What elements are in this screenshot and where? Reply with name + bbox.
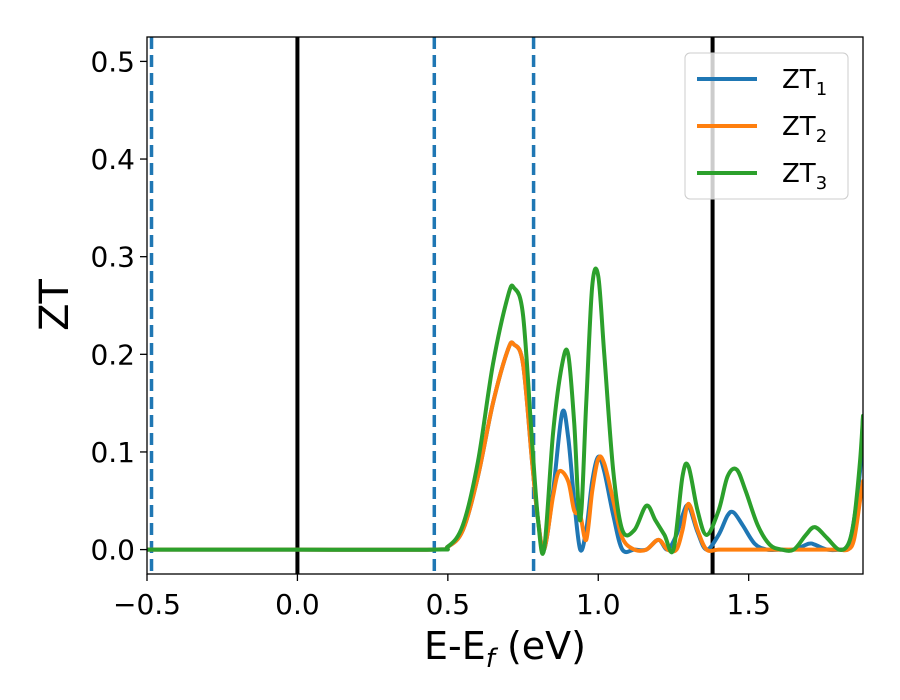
legend-label-sub: 3	[816, 173, 827, 194]
legend-label-sub: 2	[816, 126, 827, 147]
y-axis: 0.0 0.1 0.2 0.3 0.4 0.5	[90, 45, 147, 567]
legend-label-zt1: ZT1	[782, 65, 827, 100]
y-tick-label: 0.0	[90, 534, 135, 567]
y-tick-label: 0.1	[90, 436, 135, 469]
y-axis-label: ZT	[32, 279, 78, 331]
x-axis-label-unit: (eV)	[495, 624, 586, 668]
legend-frame	[684, 52, 849, 200]
series-group	[147, 266, 863, 556]
legend-label-sub: 1	[816, 79, 827, 100]
x-tick-label: 1.0	[576, 588, 621, 621]
y-tick-label: 0.5	[90, 45, 135, 78]
x-tick-label: 0.0	[275, 588, 320, 621]
x-tick-label: −0.5	[113, 588, 181, 621]
plot-frame	[146, 36, 864, 575]
x-axis: −0.5 0.0 0.5 1.0 1.5	[113, 574, 771, 621]
legend-label-zt2: ZT2	[782, 112, 827, 147]
legend-label-main: ZT	[782, 159, 816, 189]
x-tick-label: 0.5	[426, 588, 471, 621]
legend-label-main: ZT	[782, 65, 816, 95]
x-axis-label: E-Ef (eV)	[424, 624, 586, 674]
legend-label-zt3: ZT3	[782, 159, 827, 194]
x-tick-label: 1.5	[726, 588, 771, 621]
y-tick-label: 0.2	[90, 338, 135, 371]
legend-label-main: ZT	[782, 112, 816, 142]
y-tick-label: 0.4	[90, 143, 135, 176]
series-line-zt3	[147, 266, 863, 556]
y-tick-label: 0.3	[90, 241, 135, 274]
x-axis-label-main: E-E	[424, 624, 486, 668]
